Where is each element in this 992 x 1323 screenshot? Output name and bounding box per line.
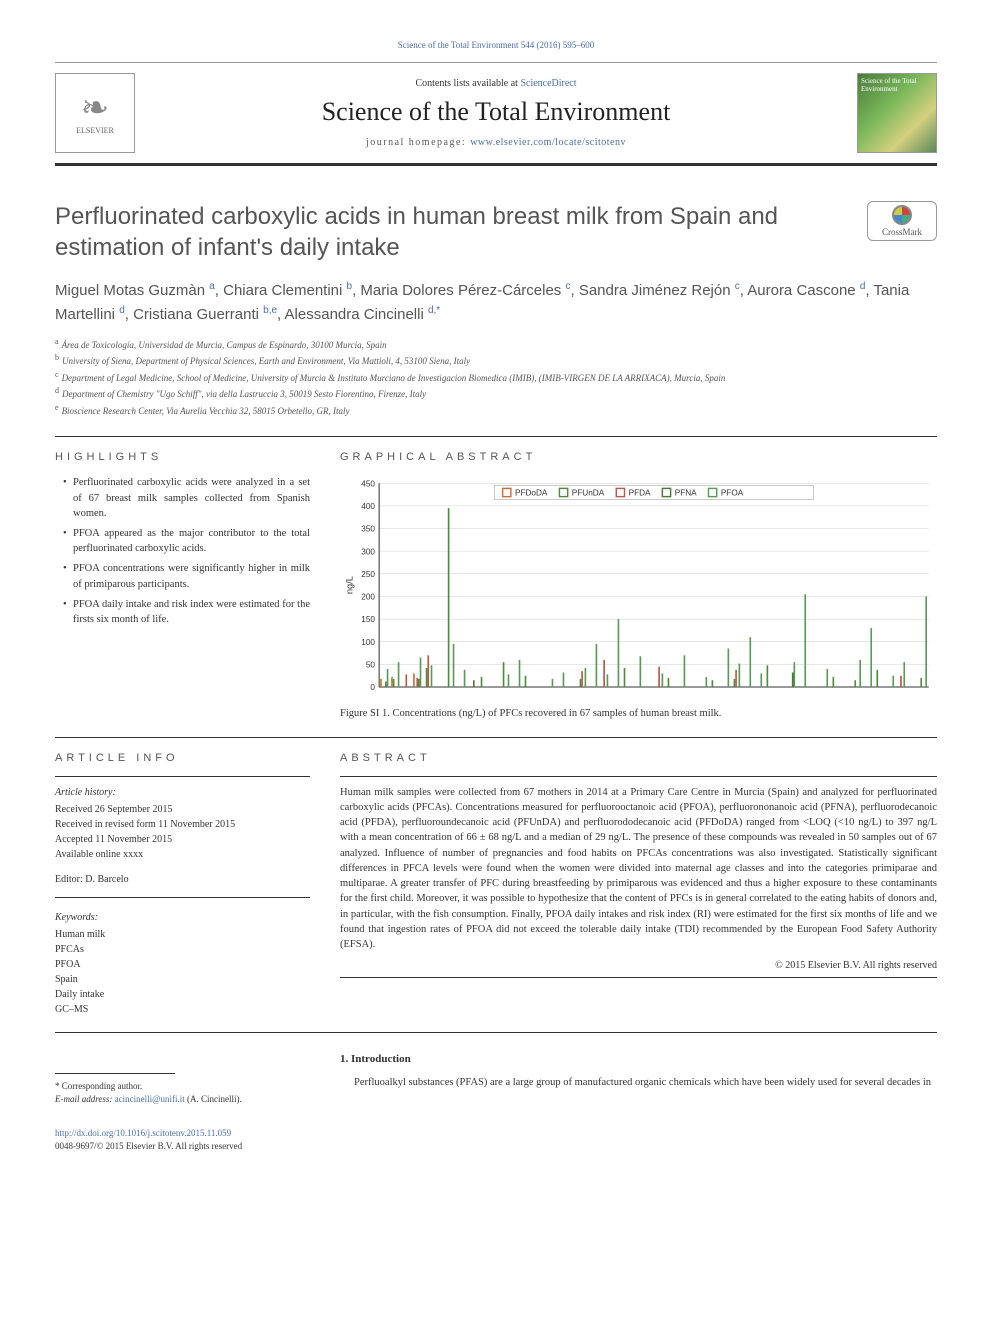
- highlight-item: PFOA appeared as the major contributor t…: [63, 526, 310, 556]
- chart-caption: Figure SI 1. Concentrations (ng/L) of PF…: [340, 708, 937, 719]
- svg-text:PFUnDA: PFUnDA: [572, 489, 605, 498]
- introduction-heading: 1. Introduction: [340, 1053, 937, 1065]
- svg-text:50: 50: [366, 661, 376, 670]
- doi-block: http://dx.doi.org/10.1016/j.scitotenv.20…: [55, 1127, 310, 1154]
- tree-icon: ❧: [81, 92, 110, 126]
- sciencedirect-link[interactable]: ScienceDirect: [520, 78, 576, 89]
- journal-name: Science of the Total Environment: [155, 97, 837, 127]
- article-info-block: Article history: Received 26 September 2…: [55, 785, 310, 1017]
- svg-text:100: 100: [361, 638, 375, 647]
- svg-text:450: 450: [361, 480, 375, 489]
- copyright-line: © 2015 Elsevier B.V. All rights reserved: [340, 960, 937, 971]
- svg-text:PFNA: PFNA: [675, 489, 697, 498]
- svg-text:PFDoDA: PFDoDA: [515, 489, 548, 498]
- svg-text:200: 200: [361, 593, 375, 602]
- highlight-item: PFOA daily intake and risk index were es…: [63, 597, 310, 627]
- introduction-text: Perfluoalkyl substances (PFAS) are a lar…: [340, 1075, 937, 1090]
- graphical-abstract-heading: GRAPHICAL ABSTRACT: [340, 451, 937, 463]
- corresp-email-link[interactable]: acincinelli@unifi.it: [115, 1094, 185, 1104]
- crossmark-icon: [892, 205, 912, 225]
- article-info-heading: ARTICLE INFO: [55, 752, 310, 764]
- citation-header: Science of the Total Environment 544 (20…: [55, 40, 937, 50]
- svg-text:PFDA: PFDA: [629, 489, 651, 498]
- affiliations-list: aÁrea de Toxicología, Universidad de Mur…: [55, 336, 937, 419]
- corresponding-author: * Corresponding author. E-mail address: …: [55, 1080, 310, 1107]
- doi-link[interactable]: http://dx.doi.org/10.1016/j.scitotenv.20…: [55, 1128, 231, 1138]
- graphical-abstract-chart: 0 50 100 150 200 250 300 350 400 450 ng/L PFDoDA PFU…: [340, 475, 937, 701]
- article-title: Perfluorinated carboxylic acids in human…: [55, 201, 852, 263]
- abstract-text: Human milk samples were collected from 6…: [340, 785, 937, 952]
- homepage-line: journal homepage: www.elsevier.com/locat…: [155, 137, 837, 148]
- svg-text:350: 350: [361, 525, 375, 534]
- svg-text:400: 400: [361, 502, 375, 511]
- highlight-item: Perfluorinated carboxylic acids were ana…: [63, 475, 310, 521]
- svg-text:150: 150: [361, 616, 375, 625]
- svg-text:ng/L: ng/L: [344, 576, 354, 594]
- svg-text:0: 0: [370, 683, 375, 692]
- highlights-heading: HIGHLIGHTS: [55, 451, 310, 463]
- svg-text:250: 250: [361, 570, 375, 579]
- bar-chart-svg: 0 50 100 150 200 250 300 350 400 450 ng/L PFDoDA PFU…: [340, 475, 937, 701]
- journal-homepage-link[interactable]: www.elsevier.com/locate/scitotenv: [470, 137, 626, 148]
- keywords-block: Keywords: Human milkPFCAsPFOASpainDaily …: [55, 910, 310, 1017]
- crossmark-badge[interactable]: CrossMark: [867, 201, 937, 241]
- svg-text:300: 300: [361, 548, 375, 557]
- journal-header: ❧ ELSEVIER Contents lists available at S…: [55, 62, 937, 166]
- svg-text:PFOA: PFOA: [721, 489, 744, 498]
- abstract-heading: ABSTRACT: [340, 752, 937, 764]
- highlights-list: Perfluorinated carboxylic acids were ana…: [55, 475, 310, 627]
- authors-list: Miguel Motas Guzmàn a, Chiara Clementini…: [55, 279, 937, 326]
- elsevier-logo: ❧ ELSEVIER: [55, 73, 135, 153]
- highlight-item: PFOA concentrations were significantly h…: [63, 561, 310, 591]
- contents-line: Contents lists available at ScienceDirec…: [155, 78, 837, 89]
- journal-cover-thumbnail: Science of the Total Environment: [857, 73, 937, 153]
